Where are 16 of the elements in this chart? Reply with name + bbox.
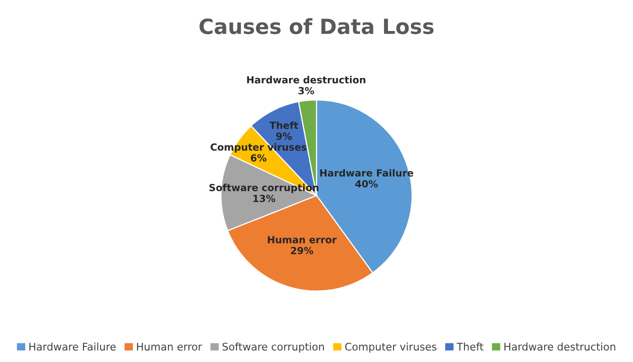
data-label: 6%: [250, 154, 266, 162]
data-label: 9%: [276, 132, 292, 140]
legend-label: Human error: [137, 342, 202, 351]
data-label: 13%: [253, 194, 276, 202]
data-label: 40%: [355, 180, 378, 188]
legend-label: Computer viruses: [345, 342, 436, 353]
slice-label: Theft: [269, 121, 298, 129]
slice-label: Hardware destruction: [247, 76, 366, 84]
chart-title: Causes of Data Loss: [200, 18, 434, 34]
legend-label: Hardware Failure: [29, 342, 116, 351]
data-label: 29%: [290, 246, 314, 254]
data-label: 3%: [298, 86, 314, 94]
legend-label: Software corruption: [222, 342, 324, 353]
legend-label: Theft: [456, 342, 484, 351]
legend-label: Hardware destruction: [504, 342, 616, 351]
slice-label: Human error: [268, 236, 337, 244]
